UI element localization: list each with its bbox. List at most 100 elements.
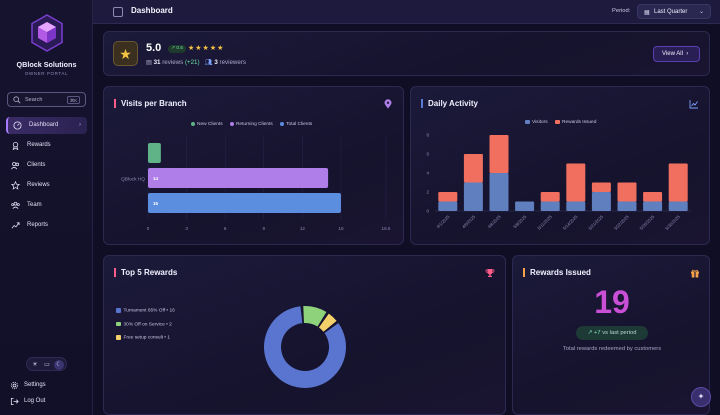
donut-slice-0 bbox=[264, 306, 346, 388]
legend-swatch bbox=[116, 335, 121, 340]
monitor-icon[interactable]: ▭ bbox=[44, 362, 50, 368]
logo bbox=[30, 14, 64, 52]
reviewers-label: reviewers bbox=[219, 59, 246, 66]
bar-visitors bbox=[668, 201, 688, 211]
bar-visitors bbox=[617, 201, 637, 211]
star-icon: ★ bbox=[113, 41, 138, 66]
legend-label: Turnament 65% Off bbox=[123, 308, 166, 314]
period-select[interactable]: ▦ Last Quarter ⌄ bbox=[637, 4, 711, 19]
x-tick-label: 12 bbox=[300, 226, 306, 231]
gift-icon bbox=[691, 269, 699, 278]
x-tick-label: 4/1/2025 bbox=[435, 214, 451, 230]
x-tick-label: 5/21/2025 bbox=[587, 214, 604, 231]
legend-swatch bbox=[116, 321, 121, 327]
sidebar-item-clients[interactable]: Clients bbox=[6, 157, 87, 174]
card-title: Visits per Branch bbox=[114, 99, 187, 108]
sidebar-item-label: Dashboard bbox=[29, 122, 59, 128]
view-all-button[interactable]: View All › bbox=[653, 46, 700, 62]
page-title: Dashboard bbox=[131, 6, 173, 15]
rating-stars: ★★★★★ bbox=[188, 45, 225, 52]
rewards-delta-value: +7 bbox=[594, 330, 601, 336]
y-tick-label: 0 bbox=[426, 209, 429, 214]
legend-total-clients: Total Clients bbox=[286, 122, 313, 128]
bar-visitors bbox=[515, 201, 535, 211]
view-all-label: View All bbox=[662, 51, 683, 57]
legend-value: • 16 bbox=[165, 308, 175, 314]
branch-chart: 0 3 6 9 12 15 18.5 14 15 QBlock HQ bbox=[121, 135, 391, 231]
search-input[interactable]: Search ⌘K bbox=[7, 92, 86, 107]
activity-legend: Visitors Rewards Issued bbox=[525, 120, 602, 125]
sidebar-toggle-icon[interactable] bbox=[113, 7, 123, 17]
chevron-right-icon: › bbox=[79, 121, 81, 128]
rewards-delta-pill: ↗ +7 vs last period bbox=[576, 326, 648, 340]
sidebar-item-reports[interactable]: Reports bbox=[6, 217, 87, 234]
branch-legend: New Clients Returning Clients Total Clie… bbox=[191, 122, 318, 127]
bar-visitors bbox=[438, 201, 458, 211]
team-icon bbox=[11, 201, 20, 209]
trend-chart-icon bbox=[689, 100, 698, 109]
logout-link[interactable]: Log Out bbox=[10, 396, 85, 408]
bar-rewards-issued bbox=[540, 192, 560, 202]
top-rewards-card: Top 5 Rewards Turnament 65% Off • 16 30% … bbox=[103, 255, 506, 415]
bar-visitors bbox=[643, 201, 663, 211]
x-tick-label: 3 bbox=[185, 226, 188, 231]
bar-total-clients bbox=[148, 193, 341, 213]
visits-per-branch-card: Visits per Branch New Clients Returning … bbox=[103, 86, 404, 245]
sidebar-item-dashboard[interactable]: Dashboard › bbox=[6, 117, 87, 134]
settings-link[interactable]: Settings bbox=[10, 380, 85, 392]
clients-icon bbox=[11, 162, 20, 170]
bar-new-clients bbox=[148, 143, 161, 163]
x-tick-label: 18.5 bbox=[382, 226, 391, 231]
sidebar-item-label: Clients bbox=[27, 162, 46, 168]
x-tick-label: 0 bbox=[147, 226, 150, 231]
legend-returning-clients: Returning Clients bbox=[235, 122, 273, 128]
legend-value: • 2 bbox=[164, 322, 172, 328]
legend-item: Turnament 65% Off • 16 bbox=[116, 308, 175, 314]
legend-label: Free setup consult bbox=[123, 335, 163, 341]
reviews-count: 31 bbox=[153, 59, 161, 66]
rewards-issued-description: Total rewards redeemed by customers bbox=[562, 346, 662, 352]
logout-label: Log Out bbox=[24, 398, 46, 404]
sidebar-item-rewards[interactable]: Rewards bbox=[6, 137, 87, 154]
rewards-delta-suffix: vs last period bbox=[602, 330, 637, 336]
sidebar-item-label: Reports bbox=[27, 222, 49, 228]
bar-value-label: 15 bbox=[153, 201, 159, 206]
bar-rewards-issued bbox=[438, 192, 458, 202]
bar-rewards-issued bbox=[591, 182, 611, 192]
sun-icon[interactable]: ☀ bbox=[32, 362, 38, 368]
bar-visitors bbox=[566, 201, 586, 211]
legend-value: • 1 bbox=[162, 335, 170, 341]
search-shortcut: ⌘K bbox=[67, 96, 80, 104]
x-tick-label: 15 bbox=[338, 226, 344, 231]
assistant-fab-button[interactable]: ✦ bbox=[691, 387, 711, 407]
theme-toggle[interactable]: ☀ ▭ ☾ bbox=[26, 357, 67, 371]
x-tick-label: 6 bbox=[224, 226, 227, 231]
rewards-donut-chart bbox=[264, 306, 346, 388]
y-tick-label: 2 bbox=[426, 190, 429, 195]
sidebar: QBlock Solutions OWNER PORTAL Search ⌘K … bbox=[0, 0, 93, 415]
legend-rewards-issued: Rewards Issued bbox=[561, 120, 597, 126]
legend-new-clients: New Clients bbox=[197, 122, 223, 128]
logout-icon bbox=[10, 397, 19, 406]
calendar-icon: ▦ bbox=[644, 9, 650, 16]
legend-swatch bbox=[116, 308, 121, 313]
bar-visitors bbox=[489, 173, 509, 211]
sidebar-item-reviews[interactable]: Reviews bbox=[6, 177, 87, 194]
donut-slice-1 bbox=[303, 306, 327, 327]
moon-icon[interactable]: ☾ bbox=[54, 360, 64, 370]
x-tick-label: 5/26/2025 bbox=[639, 214, 656, 231]
x-tick-label: 5/11/2025 bbox=[536, 214, 553, 231]
search-icon bbox=[13, 96, 21, 104]
sidebar-item-label: Reviews bbox=[27, 182, 50, 188]
reviews-delta: (+21) bbox=[184, 59, 200, 66]
x-tick-label: 4/6/2025 bbox=[461, 214, 477, 230]
sidebar-item-team[interactable]: Team bbox=[6, 197, 87, 214]
daily-activity-card: Daily Activity Visitors Rewards Issued 0… bbox=[410, 86, 710, 245]
donut-slice-2 bbox=[318, 313, 337, 332]
bar-rewards-issued bbox=[489, 135, 509, 173]
x-tick-label: 5/30/2025 bbox=[664, 214, 681, 231]
x-tick-label: 9 bbox=[263, 226, 266, 231]
rewards-issued-card: Rewards Issued 19 ↗ +7 vs last period To… bbox=[512, 255, 710, 415]
sidebar-item-label: Rewards bbox=[27, 142, 51, 148]
legend-item: Free setup consult • 1 bbox=[116, 335, 175, 341]
